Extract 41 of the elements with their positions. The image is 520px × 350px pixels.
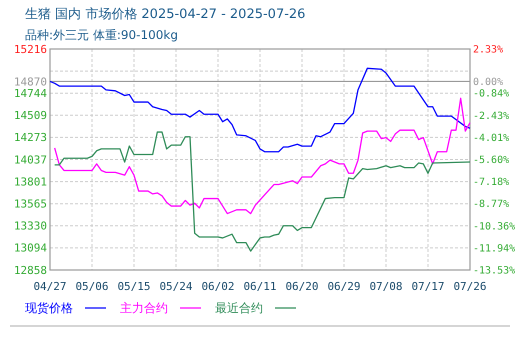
x-tick-label: 04/27 bbox=[33, 280, 67, 293]
y2-tick-label: -7.18% bbox=[473, 177, 510, 188]
y-tick-label: 14509 bbox=[14, 109, 47, 122]
y2-tick-label: -2.43% bbox=[473, 110, 510, 122]
x-tick-label: 05/24 bbox=[159, 280, 193, 293]
y-tick-label: 13565 bbox=[14, 198, 47, 211]
x-tick-label: 06/11 bbox=[243, 280, 277, 293]
y2-tick-label: -10.36% bbox=[473, 221, 516, 232]
x-tick-label: 06/20 bbox=[285, 280, 319, 293]
x-tick-label: 06/29 bbox=[327, 280, 361, 293]
x-tick-label: 06/02 bbox=[201, 280, 235, 293]
x-tick-label: 05/06 bbox=[75, 280, 109, 293]
y2-tick-label: -4.01% bbox=[473, 132, 510, 144]
y2-tick-label: 0.00% bbox=[473, 76, 504, 88]
chart-subtitle: 品种:外三元 体重:90-100kg bbox=[25, 28, 178, 42]
legend-label: 现货价格 bbox=[25, 301, 73, 315]
y-tick-label: 12858 bbox=[14, 264, 47, 277]
y-tick-label: 13801 bbox=[14, 175, 47, 188]
y-tick-label: 14744 bbox=[14, 87, 48, 100]
ref-line-label: 14870 bbox=[14, 75, 47, 88]
y-tick-label: 14273 bbox=[14, 131, 47, 144]
chart-title: 生猪 国内 市场价格 2025-04-27 - 2025-07-26 bbox=[25, 7, 306, 22]
y-tick-label: 13330 bbox=[14, 220, 47, 233]
y2-tick-label: -8.77% bbox=[473, 199, 510, 210]
x-tick-label: 07/26 bbox=[453, 280, 487, 293]
y-tick-label: 14037 bbox=[14, 153, 47, 166]
y2-tick-label: -0.84% bbox=[473, 88, 510, 100]
x-tick-label: 05/15 bbox=[117, 280, 151, 293]
y-tick-label: 15216 bbox=[14, 42, 47, 56]
x-tick-label: 07/17 bbox=[411, 280, 445, 293]
legend-label: 最近合约 bbox=[215, 301, 263, 315]
legend-label: 主力合约 bbox=[120, 301, 168, 315]
y-tick-label: 13094 bbox=[14, 242, 48, 255]
y2-tick-label: -5.60% bbox=[473, 155, 510, 166]
y2-tick-label: 2.33% bbox=[473, 44, 504, 56]
line-series bbox=[54, 131, 471, 252]
line-series bbox=[54, 98, 471, 214]
x-tick-label: 07/08 bbox=[369, 280, 403, 293]
y2-tick-label: -13.53% bbox=[473, 266, 516, 276]
y2-tick-label: -11.94% bbox=[473, 243, 516, 254]
line-series bbox=[49, 68, 471, 152]
